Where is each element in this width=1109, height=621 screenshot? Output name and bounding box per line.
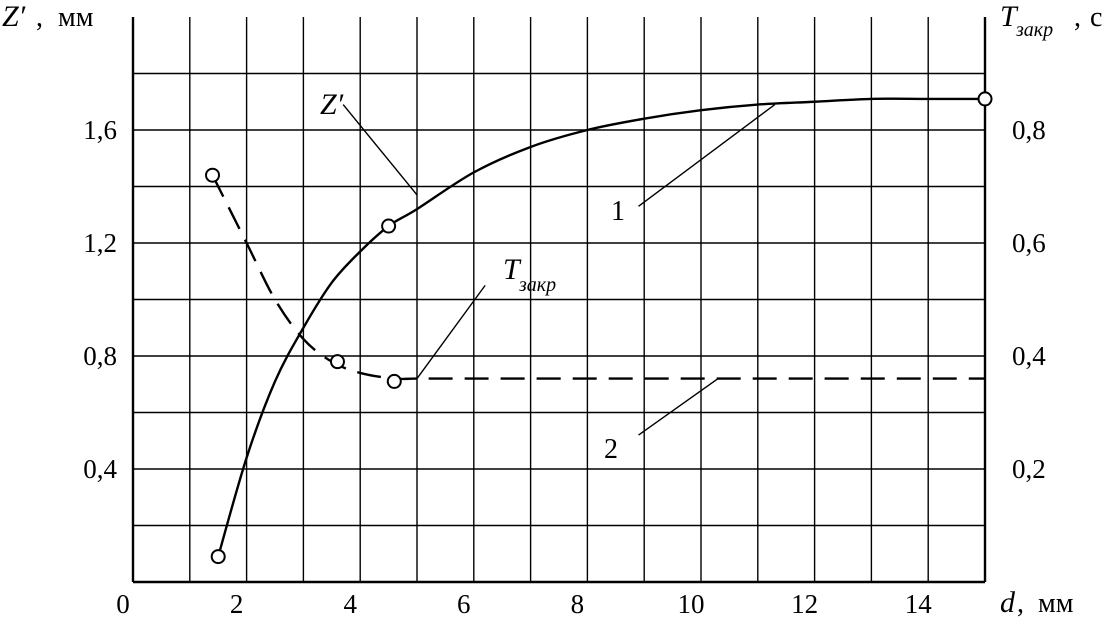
curve-number-2: 2: [604, 434, 618, 465]
y-right-axis-title: T: [1000, 0, 1019, 33]
x-axis-comma: ,: [1017, 588, 1024, 619]
series-2-marker: [386, 373, 402, 389]
axes: [131, 17, 987, 584]
y-right-tick-label: 0,4: [1012, 341, 1046, 371]
x-tick-label: 6: [457, 589, 471, 619]
callout-leader-line: [342, 104, 418, 196]
x-tick-label: 8: [571, 589, 585, 619]
y-left-tick-label: 1,2: [83, 228, 117, 258]
y-right-tick-label: 0,2: [1012, 454, 1046, 484]
y-left-axis-title: Z′: [2, 0, 26, 33]
y-left-axis-comma: ,: [36, 2, 43, 33]
series-1-marker: [381, 218, 397, 234]
y-right-tick-label: 0,6: [1012, 228, 1046, 258]
callout-leader-line: [416, 284, 486, 380]
y-right-axis-title-sub: закр: [1015, 19, 1053, 41]
curve-number-1: 1: [611, 196, 625, 227]
y-left-axis-unit: мм: [58, 2, 94, 33]
series-layer: [211, 97, 985, 557]
x-tick-label: 0: [116, 589, 130, 619]
tick-labels: 0 2 4 6 8 10 12 140,40,81,21,60,20,40,60,8: [83, 115, 1046, 619]
series-2-marker: [205, 167, 221, 183]
x-tick-label: 12: [791, 589, 818, 619]
series-line-1: [217, 97, 985, 557]
series-2-marker: [329, 354, 345, 370]
markers-layer: [205, 91, 993, 565]
series-1-marker: [977, 91, 993, 107]
x-axis-title: d: [1000, 586, 1016, 619]
x-tick-label: 14: [905, 589, 933, 619]
y-left-tick-label: 0,8: [83, 341, 117, 371]
grid: [133, 17, 985, 582]
series-label-z: Z′: [320, 88, 344, 121]
series-1-marker: [210, 549, 226, 565]
x-axis-unit: мм: [1038, 588, 1074, 619]
y-left-tick-label: 1,6: [83, 115, 117, 145]
callout-leader-line: [638, 104, 776, 207]
series-line-2: [211, 174, 985, 381]
series-label-t: T: [503, 253, 522, 286]
x-tick-label: 4: [343, 589, 357, 619]
x-tick-label: 2: [230, 589, 244, 619]
y-right-axis-comma: ,: [1074, 2, 1081, 33]
leader-lines: [342, 104, 776, 436]
x-tick-label: 10: [678, 589, 705, 619]
series-label-t-sub: закр: [518, 274, 556, 296]
y-right-axis-unit: с: [1090, 2, 1102, 33]
callout-leader-line: [638, 378, 719, 436]
y-left-tick-label: 0,4: [83, 454, 117, 484]
y-right-tick-label: 0,8: [1012, 115, 1046, 145]
